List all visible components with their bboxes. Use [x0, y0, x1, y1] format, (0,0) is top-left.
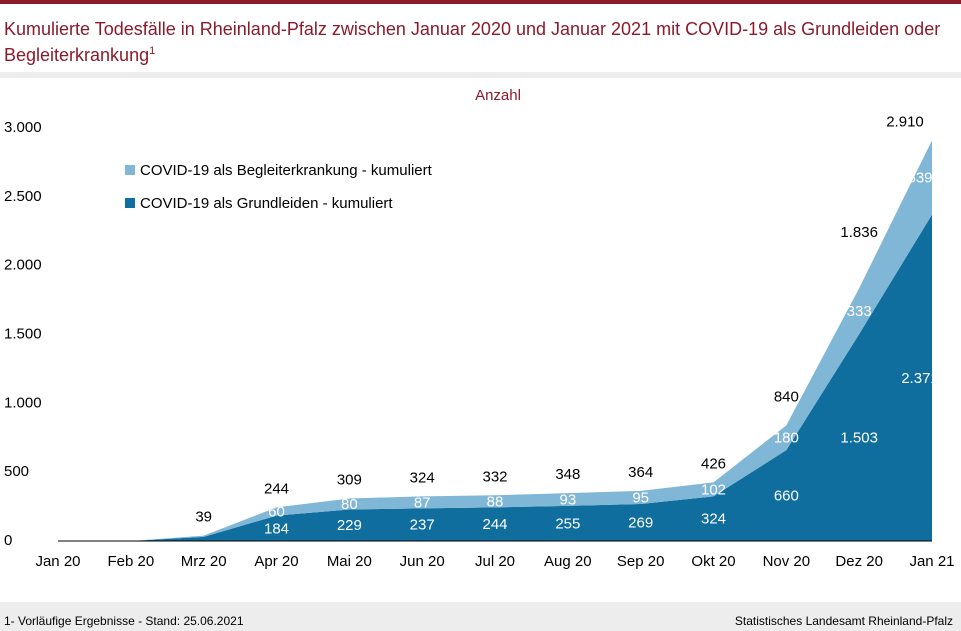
title-superscript: 1 [149, 45, 156, 57]
total-label: 840 [774, 388, 799, 405]
x-tick-label: Nov 20 [763, 553, 811, 570]
top-rule [0, 0, 961, 4]
total-label: 332 [482, 468, 507, 485]
y-tick-label: 3.000 [4, 119, 42, 136]
y-tick-label: 2.000 [4, 257, 42, 274]
data-label: 184 [264, 520, 289, 537]
data-label: 2.371 [901, 370, 939, 387]
x-tick-label: Mai 20 [327, 553, 372, 570]
data-label: 60 [268, 504, 285, 521]
total-label: 309 [337, 471, 362, 488]
x-tick-label: Okt 20 [691, 553, 735, 570]
x-tick-label: Jan 20 [35, 553, 80, 570]
title-text: Kumulierte Todesfälle in Rheinland-Pfalz… [4, 19, 941, 65]
footer: 1- Vorläufige Ergebnisse - Stand: 25.06.… [0, 602, 961, 631]
data-label: 229 [337, 517, 362, 534]
data-label: 255 [555, 515, 580, 532]
data-label: 324 [701, 511, 726, 528]
data-label: 95 [632, 489, 649, 506]
x-tick-label: Sep 20 [617, 553, 665, 570]
separator [0, 72, 961, 78]
data-label: 333 [847, 303, 872, 320]
total-label: 1.836 [840, 224, 878, 241]
y-tick-label: 0 [4, 532, 12, 549]
x-tick-label: Jun 20 [400, 553, 445, 570]
y-tick-label: 1.000 [4, 394, 42, 411]
chart-title: Kumulierte Todesfälle in Rheinland-Pfalz… [4, 18, 954, 66]
y-tick-label: 1.500 [4, 325, 42, 342]
data-label: 93 [559, 491, 576, 508]
data-label: 1.503 [840, 430, 878, 447]
data-label: 102 [701, 481, 726, 498]
x-tick-label: Aug 20 [544, 553, 592, 570]
data-label: 244 [482, 516, 507, 533]
total-label: 39 [195, 509, 212, 526]
total-label: 244 [264, 480, 289, 497]
x-tick-label: Dez 20 [835, 553, 883, 570]
total-label: 426 [701, 455, 726, 472]
total-label: 348 [555, 466, 580, 483]
x-tick-label: Jan 21 [909, 553, 954, 570]
legend-label: COVID-19 als Grundleiden - kumuliert [140, 195, 393, 212]
data-label: 237 [410, 517, 435, 534]
data-label: 88 [487, 493, 504, 510]
legend-label: COVID-19 als Begleiterkrankung - kumulie… [140, 162, 433, 179]
data-label: 269 [628, 514, 653, 531]
data-label: 660 [774, 488, 799, 505]
data-label: 539 [907, 169, 932, 186]
total-label: 2.910 [886, 113, 924, 130]
data-label: 80 [341, 496, 358, 513]
x-tick-label: Mrz 20 [181, 553, 227, 570]
y-tick-label: 500 [4, 463, 29, 480]
y-tick-label: 2.500 [4, 188, 42, 205]
legend-swatch [125, 165, 135, 175]
x-tick-label: Feb 20 [107, 553, 154, 570]
total-label: 324 [410, 469, 435, 486]
source: Statistisches Landesamt Rheinland-Pfalz [734, 614, 953, 628]
x-tick-label: Apr 20 [254, 553, 298, 570]
total-label: 364 [628, 464, 653, 481]
legend-swatch [125, 198, 135, 208]
x-tick-label: Jul 20 [475, 553, 515, 570]
data-label: 87 [414, 494, 431, 511]
y-axis-label: Anzahl [475, 87, 521, 104]
footnote: 1- Vorläufige Ergebnisse - Stand: 25.06.… [4, 614, 244, 628]
chart: Anzahl 0 500 1.000 1.500 2.000 2.500 3.000 184 2… [4, 87, 955, 570]
area [58, 214, 932, 541]
data-label: 180 [774, 430, 799, 447]
